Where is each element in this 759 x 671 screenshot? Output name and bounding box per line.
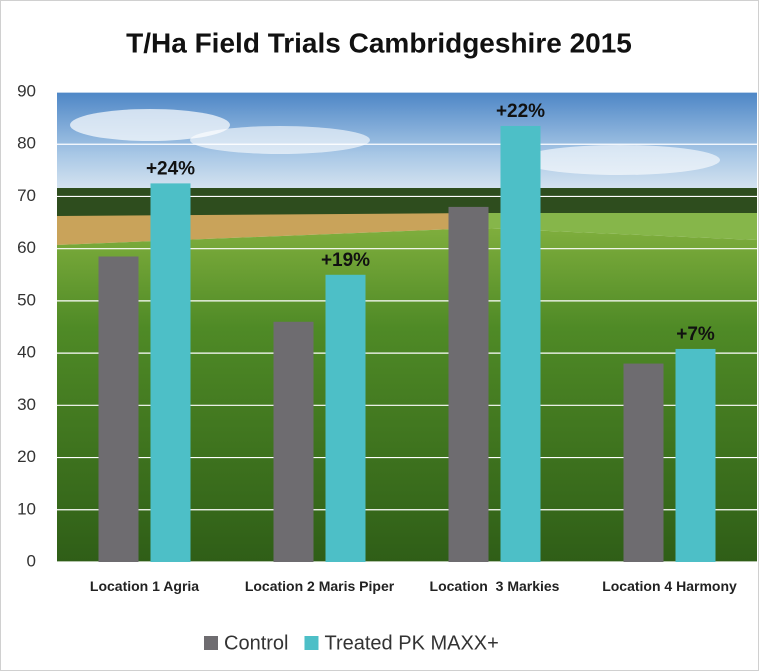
y-tick-label: 30: [17, 395, 36, 414]
bar: [151, 183, 191, 562]
chart: T/Ha Field Trials Cambridgeshire 2015 0 1…: [0, 0, 759, 671]
annotation: +24%: [146, 158, 195, 179]
x-tick-label: Location 4 Harmony: [585, 576, 755, 596]
annotation: +22%: [496, 101, 545, 122]
x-tick-label: Location 3 Markies: [410, 576, 580, 596]
legend-label: Control: [224, 632, 288, 654]
legend-swatch: [204, 636, 218, 650]
y-tick-label: 40: [17, 343, 36, 362]
bar: [99, 257, 139, 563]
y-tick-label: 50: [17, 290, 36, 309]
legend-label: Treated PK MAXX+: [324, 632, 498, 654]
chart-title: T/Ha Field Trials Cambridgeshire 2015: [126, 27, 632, 58]
bar: [676, 349, 716, 562]
annotation: +19%: [321, 250, 370, 271]
y-tick-label: 70: [17, 186, 36, 205]
bar: [501, 126, 541, 562]
x-tick-label: Location 2 Maris Piper: [235, 576, 405, 596]
y-tick-label: 80: [17, 134, 36, 153]
y-tick-label: 0: [27, 551, 36, 570]
y-tick-label: 60: [17, 238, 36, 257]
chart-container: T/Ha Field Trials Cambridgeshire 2015 0 1…: [0, 0, 759, 671]
legend-swatch: [304, 636, 318, 650]
y-tick-label: 90: [17, 81, 36, 100]
bar: [274, 322, 314, 562]
x-tick-label: Location 1 Agria: [60, 576, 230, 596]
bar: [449, 207, 489, 562]
bar: [624, 364, 664, 562]
bar: [326, 275, 366, 562]
annotation: +7%: [676, 324, 715, 345]
y-tick-label: 20: [17, 447, 36, 466]
y-tick-label: 10: [17, 499, 36, 518]
